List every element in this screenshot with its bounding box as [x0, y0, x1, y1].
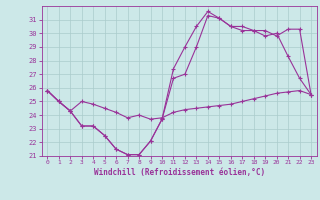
X-axis label: Windchill (Refroidissement éolien,°C): Windchill (Refroidissement éolien,°C) [94, 168, 265, 177]
